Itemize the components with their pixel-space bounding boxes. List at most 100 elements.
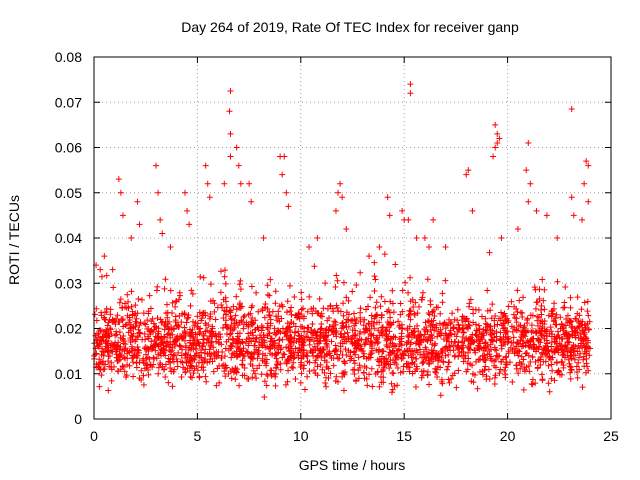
data-point [520, 356, 527, 363]
data-point [276, 336, 283, 343]
data-point [407, 308, 414, 315]
data-point [361, 329, 368, 336]
data-point [392, 334, 399, 341]
data-point [539, 376, 546, 383]
data-point [161, 348, 168, 355]
data-point [309, 310, 316, 317]
data-point [233, 293, 240, 300]
data-point [175, 296, 182, 303]
data-point [349, 288, 356, 295]
data-point [172, 317, 179, 324]
data-point [152, 347, 159, 354]
data-point [515, 352, 522, 359]
data-point [319, 366, 326, 373]
data-point [453, 384, 460, 391]
data-point [368, 365, 375, 372]
data-point [272, 365, 279, 372]
data-point [240, 314, 247, 321]
data-point [173, 322, 180, 329]
data-point [272, 382, 279, 389]
data-point [421, 235, 428, 241]
data-point [281, 351, 288, 358]
data-point [100, 348, 107, 355]
data-point [392, 261, 399, 268]
data-point [150, 354, 157, 361]
data-point [486, 351, 493, 358]
data-point [310, 305, 317, 312]
data-point [98, 337, 105, 344]
data-point [433, 322, 440, 329]
data-point [492, 372, 499, 379]
data-point [340, 279, 347, 286]
data-point [445, 351, 452, 358]
data-point [344, 329, 351, 336]
data-point [233, 319, 240, 326]
data-point [495, 315, 502, 322]
data-point [332, 342, 339, 349]
data-point [331, 325, 338, 332]
data-point [232, 312, 239, 319]
data-point [195, 359, 202, 366]
data-point [343, 225, 350, 232]
data-point [103, 334, 110, 341]
data-point [581, 344, 588, 351]
data-point [568, 355, 575, 362]
data-point [132, 347, 139, 354]
data-point [256, 362, 263, 369]
data-point [248, 198, 255, 205]
data-point [381, 298, 388, 305]
data-point [561, 354, 568, 361]
data-point [137, 329, 144, 336]
data-point [245, 311, 252, 318]
data-point [152, 333, 159, 340]
data-point [459, 313, 466, 320]
data-point [255, 325, 262, 332]
data-point [182, 369, 189, 376]
data-point [451, 338, 458, 345]
data-point [310, 353, 317, 360]
data-point [548, 375, 555, 382]
data-point [288, 336, 295, 343]
data-point [312, 359, 319, 366]
data-point [114, 312, 121, 319]
data-point [362, 326, 369, 333]
data-point [225, 370, 232, 377]
data-point [445, 316, 452, 323]
data-point [407, 90, 414, 97]
data-point [280, 350, 287, 357]
data-point [446, 379, 453, 386]
data-point [135, 326, 142, 333]
data-point [121, 368, 128, 375]
data-point [136, 375, 143, 382]
data-point [271, 325, 278, 332]
data-point [160, 366, 167, 373]
data-point [582, 322, 589, 329]
data-point [147, 328, 154, 335]
data-point [424, 371, 431, 378]
data-point [332, 284, 339, 291]
data-point [543, 212, 550, 219]
data-point [284, 320, 291, 327]
data-point [202, 309, 209, 316]
data-point [542, 358, 549, 365]
data-point [324, 305, 331, 312]
data-point [388, 389, 395, 396]
data-point [330, 362, 337, 369]
data-point [385, 333, 392, 340]
data-point [455, 321, 462, 328]
data-point [492, 144, 499, 151]
data-point [413, 347, 420, 354]
data-point [487, 326, 494, 333]
data-point [248, 304, 255, 311]
data-point [567, 294, 574, 301]
data-point [279, 171, 286, 178]
data-point [445, 359, 452, 366]
data-point [523, 329, 530, 336]
data-point [561, 304, 568, 311]
data-point [514, 225, 521, 232]
x-axis-label: GPS time / hours [299, 457, 406, 473]
data-point [560, 324, 567, 331]
data-point [325, 365, 332, 372]
data-point [416, 303, 423, 310]
data-point [536, 327, 543, 334]
